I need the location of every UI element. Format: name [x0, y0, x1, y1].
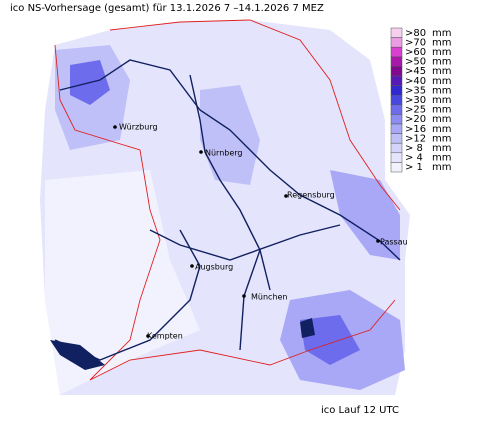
legend-unit: mm [432, 114, 451, 125]
legend-unit: mm [432, 105, 451, 116]
legend-label: >60 [405, 47, 426, 58]
precip-area [300, 315, 360, 365]
city-label: Nürnberg [205, 149, 243, 158]
city-dot [199, 150, 203, 154]
legend-label: >30 [405, 95, 426, 106]
legend-swatch [390, 152, 403, 163]
city-dot [146, 334, 150, 338]
city-label: Augsburg [195, 263, 233, 272]
legend-label: >40 [405, 76, 426, 87]
legend: >80 mm >70 mm >60 mm >50 mm >45 mm >40 mm >35 mm >30 mm… [390, 27, 451, 173]
river [59, 59, 401, 261]
legend-swatch [390, 66, 403, 77]
precip-area [330, 170, 400, 260]
city-label: München [251, 293, 288, 302]
legend-label: > 1 [405, 162, 423, 173]
legend-label: > 4 [405, 153, 423, 164]
legend-swatch [390, 94, 403, 106]
legend-swatch [390, 46, 403, 58]
legend-swatch [390, 75, 403, 86]
legend-unit: mm [432, 124, 451, 135]
legend-unit: mm [432, 133, 451, 144]
footer: ico Lauf 12 UTC [321, 405, 399, 416]
legend-label: >45 [405, 66, 426, 77]
legend-swatch [390, 162, 403, 173]
legend-label: >50 [405, 57, 426, 68]
legend-label: >70 [405, 37, 426, 48]
legend-swatch [390, 142, 403, 154]
legend-unit: mm [432, 76, 451, 87]
city-label: Kempten [147, 332, 183, 341]
city-dot [376, 239, 380, 243]
legend-unit: mm [432, 28, 451, 39]
border [54, 44, 396, 381]
legend-label: >20 [405, 114, 426, 125]
legend-unit: mm [432, 162, 451, 173]
lake [50, 340, 105, 370]
legend-label: >16 [405, 124, 426, 135]
precip-area [200, 85, 260, 185]
legend-swatch [390, 56, 403, 67]
legend-label: > 8 [405, 143, 423, 154]
light-area [45, 170, 200, 395]
legend-unit: mm [432, 57, 451, 68]
city-label: Würzburg [119, 123, 158, 132]
legend-swatch [390, 123, 403, 134]
city-dot [242, 294, 246, 298]
legend-swatch [390, 27, 403, 38]
legend-unit: mm [432, 47, 451, 58]
city-dot [113, 125, 117, 129]
legend-unit: mm [432, 153, 451, 164]
legend-unit: mm [432, 37, 451, 48]
legend-unit: mm [432, 66, 451, 77]
legend-label: >35 [405, 85, 426, 96]
title: ico NS-Vorhersage (gesamt) für 13.1.2026… [10, 3, 324, 14]
legend-swatch [390, 114, 403, 125]
city-label: Regensburg [287, 191, 335, 200]
legend-label: >12 [405, 133, 426, 144]
border [109, 19, 401, 211]
legend-unit: mm [432, 85, 451, 96]
legend-swatch [390, 104, 403, 115]
lake [300, 318, 315, 338]
legend-swatch [390, 37, 403, 48]
legend-swatch [390, 85, 403, 96]
city-dot [284, 194, 288, 198]
legend-swatch [390, 133, 403, 144]
legend-unit: mm [432, 143, 451, 154]
city-dot [190, 264, 194, 268]
legend-label: >80 [405, 28, 426, 39]
map [40, 19, 410, 395]
city-label: Passau [380, 238, 408, 247]
cities: Würzburg Nürnberg Regensburg Passau Augs… [113, 123, 408, 341]
river [149, 224, 341, 261]
legend-unit: mm [432, 95, 451, 106]
legend-label: >25 [405, 105, 426, 116]
